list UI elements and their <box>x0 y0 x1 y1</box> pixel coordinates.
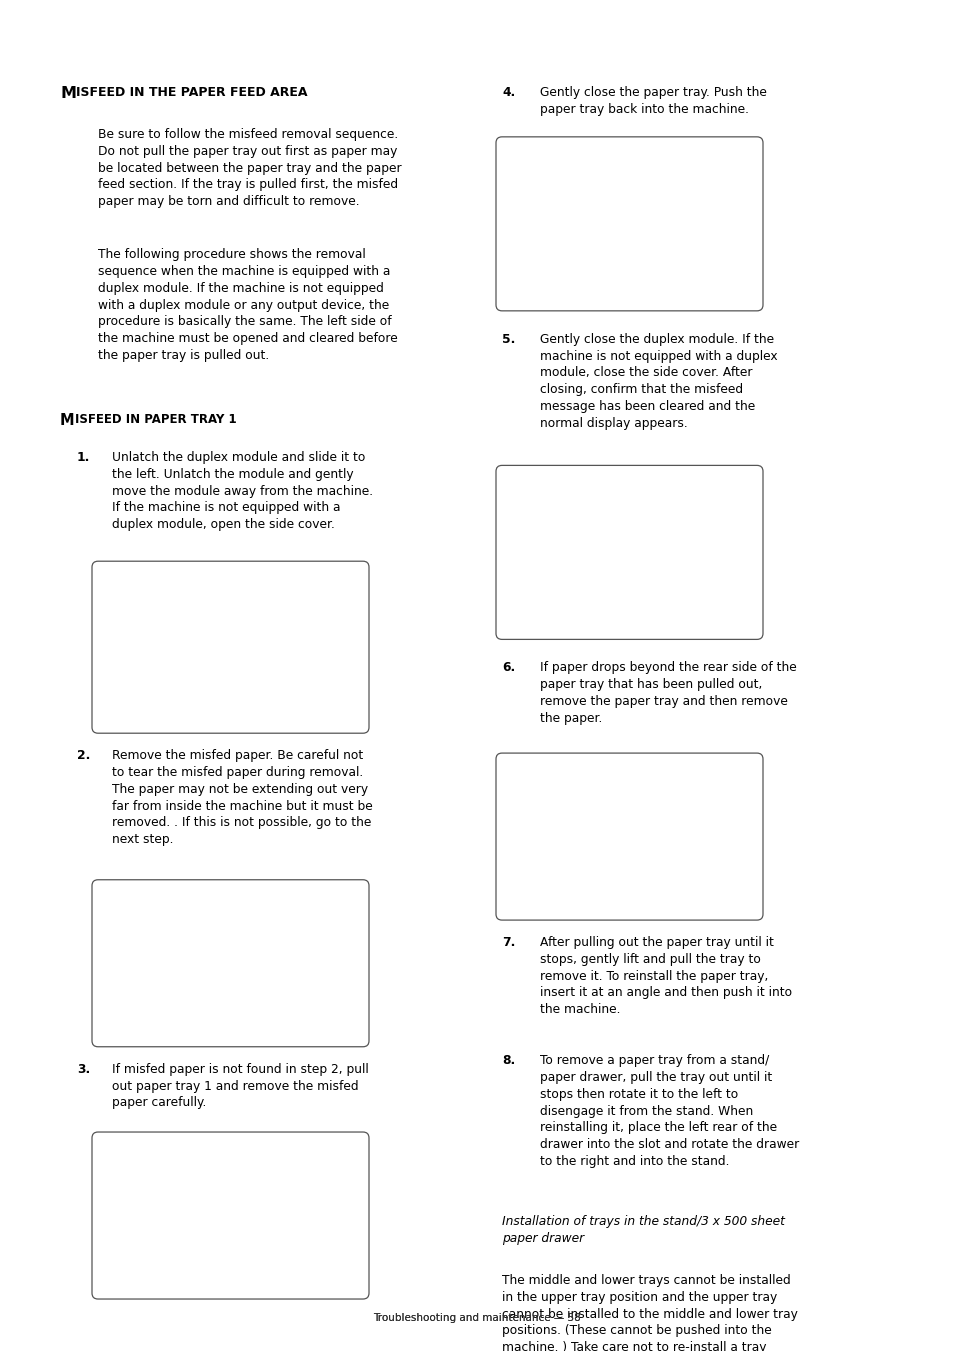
Text: 1.: 1. <box>77 451 91 465</box>
Text: 5.: 5. <box>501 332 515 346</box>
Text: M: M <box>60 86 76 101</box>
FancyBboxPatch shape <box>91 561 369 734</box>
Text: Remove the misfed paper. Be careful not
to tear the misfed paper during removal.: Remove the misfed paper. Be careful not … <box>112 750 373 846</box>
Text: Gently close the duplex module. If the
machine is not equipped with a duplex
mod: Gently close the duplex module. If the m… <box>539 332 777 430</box>
Text: ISFEED IN PAPER TRAY 1: ISFEED IN PAPER TRAY 1 <box>74 413 236 426</box>
FancyBboxPatch shape <box>496 465 762 639</box>
Text: Be sure to follow the misfeed removal sequence.
Do not pull the paper tray out f: Be sure to follow the misfeed removal se… <box>98 128 401 208</box>
Text: To remove a paper tray from a stand/
paper drawer, pull the tray out until it
st: To remove a paper tray from a stand/ pap… <box>539 1054 799 1169</box>
Text: 2.: 2. <box>77 750 91 762</box>
Text: Troubleshooting and maintenance — 58: Troubleshooting and maintenance — 58 <box>373 1313 580 1323</box>
Text: 4.: 4. <box>501 86 515 99</box>
FancyBboxPatch shape <box>496 753 762 920</box>
Text: Gently close the paper tray. Push the
paper tray back into the machine.: Gently close the paper tray. Push the pa… <box>539 86 766 116</box>
Text: If misfed paper is not found in step 2, pull
out paper tray 1 and remove the mis: If misfed paper is not found in step 2, … <box>112 1063 369 1109</box>
FancyBboxPatch shape <box>91 1132 369 1300</box>
Text: Troubleshooting and maintenance — 58: Troubleshooting and maintenance — 58 <box>373 1313 580 1323</box>
Text: If paper drops beyond the rear side of the
paper tray that has been pulled out,
: If paper drops beyond the rear side of t… <box>539 662 796 724</box>
Text: 7.: 7. <box>501 936 515 950</box>
Text: Unlatch the duplex module and slide it to
the left. Unlatch the module and gentl: Unlatch the duplex module and slide it t… <box>112 451 373 531</box>
Text: The middle and lower trays cannot be installed
in the upper tray position and th: The middle and lower trays cannot be ins… <box>501 1274 797 1351</box>
FancyBboxPatch shape <box>496 136 762 311</box>
Text: 3.: 3. <box>77 1063 91 1075</box>
Text: The following procedure shows the removal
sequence when the machine is equipped : The following procedure shows the remova… <box>98 249 397 362</box>
Text: 8.: 8. <box>501 1054 515 1067</box>
Text: After pulling out the paper tray until it
stops, gently lift and pull the tray t: After pulling out the paper tray until i… <box>539 936 791 1016</box>
Text: 6.: 6. <box>501 662 515 674</box>
FancyBboxPatch shape <box>91 880 369 1047</box>
Text: Installation of trays in the stand/3 x 500 sheet
paper drawer: Installation of trays in the stand/3 x 5… <box>501 1215 784 1246</box>
Text: M: M <box>60 413 74 428</box>
Text: ISFEED IN THE PAPER FEED AREA: ISFEED IN THE PAPER FEED AREA <box>76 86 307 99</box>
